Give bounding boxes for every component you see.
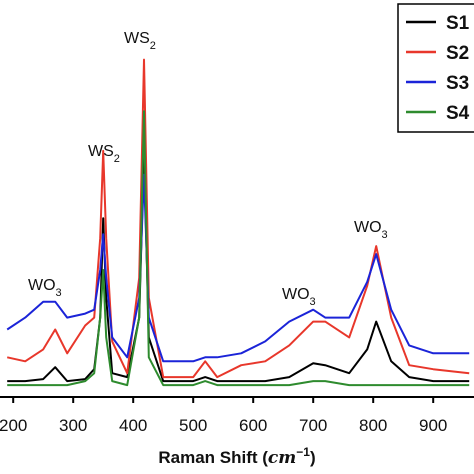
legend-label: S3 [446,73,469,94]
x-tick-label: 300 [59,416,87,435]
legend-label: S4 [446,103,470,124]
annotation-subscript: 2 [114,153,120,165]
x-tick-label: 400 [119,416,147,435]
annotation-subscript: 3 [382,229,388,241]
annotation-text: WS [124,30,150,47]
series-line [7,149,470,383]
series-line [6,58,470,379]
x-tick-label: 700 [299,416,327,435]
x-tick-label: 500 [179,416,207,435]
annotation: WO3 [28,277,62,299]
x-tick-label: 600 [239,416,267,435]
legend-label: S1 [446,13,470,34]
annotation-subscript: 3 [310,296,316,308]
legend-box [397,3,474,133]
annotation-text: WO [282,286,310,303]
annotation: WS2 [124,30,156,52]
x-tick-label: 200 [0,416,27,435]
annotation-subscript: 3 [56,287,62,299]
x-axis-title-part: Raman Shift ( [158,448,268,467]
x-axis-title-part: −1 [296,445,310,459]
annotation: WS2 [88,143,120,165]
series-line [6,173,470,363]
annotation-subscript: 2 [150,40,156,52]
annotation: WO3 [354,219,388,241]
x-tick-label: 800 [359,416,387,435]
annotation-text: WO [354,219,382,236]
legend-label: S2 [446,43,469,64]
annotation-text: WO [28,277,56,294]
series-line [7,110,470,387]
annotation-text: WS [88,143,114,160]
x-axis-title-part: cm [268,448,296,468]
x-axis-title: Raman Shift (cm−1) [158,445,315,468]
x-axis-title-part: ) [310,448,316,467]
annotation: WO3 [282,286,316,308]
x-tick-label: 900 [419,416,447,435]
